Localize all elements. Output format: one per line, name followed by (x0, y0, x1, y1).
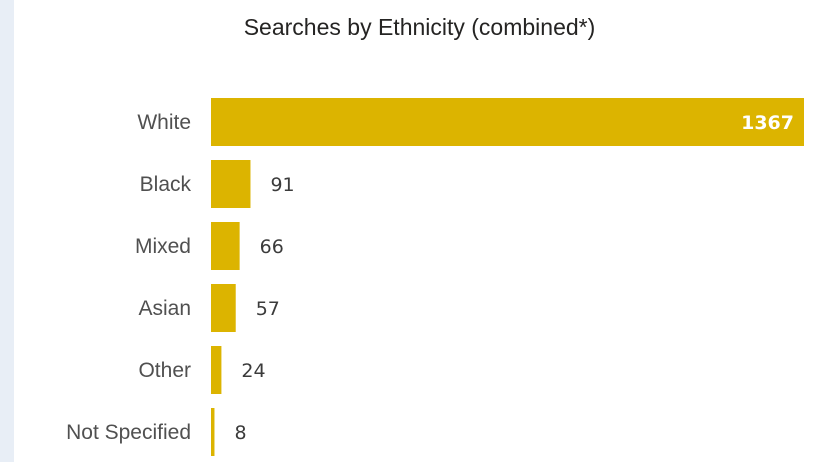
bar-mixed[interactable] (211, 222, 240, 270)
category-label: Other (138, 359, 191, 382)
bar-white[interactable] (211, 98, 804, 146)
bar-asian[interactable] (211, 284, 236, 332)
data-label: 91 (270, 174, 294, 196)
bar-chart: White 1367 Black 91 Mixed 66 Asian 57 Other 24 Not… (66, 98, 804, 456)
category-label: Asian (138, 297, 191, 320)
data-label: 24 (241, 360, 265, 382)
data-label: 8 (234, 422, 246, 444)
category-label: Mixed (135, 235, 191, 258)
chart-title: Searches by Ethnicity (combined*) (243, 14, 596, 40)
bar-black[interactable] (211, 160, 251, 208)
bar-not-specified[interactable] (211, 408, 215, 456)
category-label: White (137, 111, 191, 134)
data-label: 57 (256, 298, 280, 320)
data-label: 1367 (741, 112, 794, 134)
bar-other[interactable] (211, 346, 222, 394)
data-label: 66 (260, 236, 284, 258)
chart-panel: Searches by Ethnicity (combined*) White 1… (14, 0, 825, 462)
category-label: Black (140, 173, 192, 196)
category-label: Not Specified (66, 421, 191, 444)
